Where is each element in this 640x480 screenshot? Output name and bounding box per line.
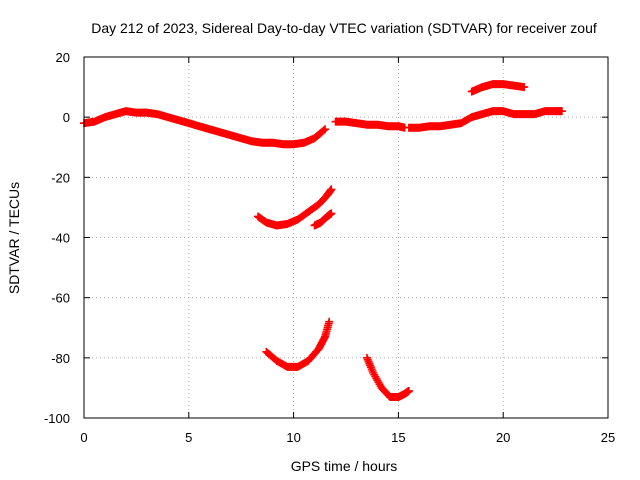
- data-point: [327, 185, 336, 194]
- y-tick-label: 0: [63, 110, 70, 125]
- data-point: [327, 209, 336, 218]
- x-tick-label: 15: [391, 430, 405, 445]
- y-tick-label: -40: [51, 231, 70, 246]
- y-tick-label: -80: [51, 351, 70, 366]
- y-tick-label: 20: [56, 50, 70, 65]
- x-tick-label: 10: [286, 430, 300, 445]
- y-tick-label: -60: [51, 291, 70, 306]
- data-point: [321, 125, 330, 134]
- x-axis-label: GPS time / hours: [291, 458, 398, 474]
- data-marks: [80, 80, 566, 401]
- data-point: [557, 107, 566, 116]
- x-tick-label: 25: [601, 430, 615, 445]
- data-point: [325, 317, 334, 326]
- ticks: 0 5 10 15 20 25 20 0 -20 -40 -60 -80 -100: [44, 50, 615, 445]
- chart-title: Day 212 of 2023, Sidereal Day-to-day VTE…: [91, 20, 597, 36]
- data-point: [404, 386, 413, 395]
- y-tick-label: -20: [51, 170, 70, 185]
- x-tick-label: 0: [80, 430, 87, 445]
- y-axis-label: SDTVAR / TECUs: [6, 182, 22, 294]
- x-tick-label: 5: [185, 430, 192, 445]
- data-point: [319, 126, 328, 135]
- data-point: [520, 83, 529, 92]
- y-tick-label: -100: [44, 411, 70, 426]
- x-tick-label: 20: [496, 430, 510, 445]
